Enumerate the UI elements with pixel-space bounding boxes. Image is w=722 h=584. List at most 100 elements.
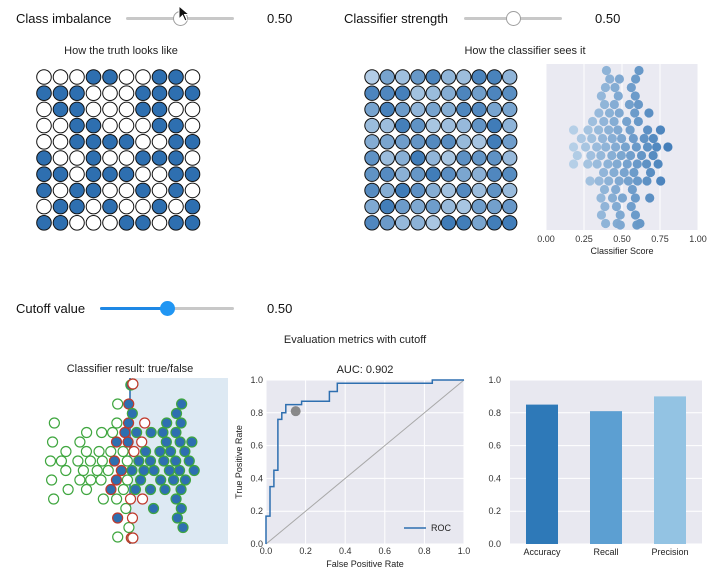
score-point bbox=[599, 99, 610, 110]
result-point bbox=[188, 464, 200, 477]
score-point bbox=[593, 125, 604, 135]
classifier-view-dot bbox=[394, 215, 411, 231]
result-point bbox=[176, 398, 188, 410]
score-point bbox=[604, 125, 614, 135]
score-point bbox=[614, 74, 625, 84]
result-point bbox=[112, 398, 124, 410]
classifier-view-dot bbox=[364, 69, 380, 85]
classifier-view-dot bbox=[364, 117, 380, 134]
truth-dot bbox=[118, 117, 135, 134]
result-point bbox=[126, 464, 138, 477]
result-point bbox=[111, 417, 123, 429]
classifier-view-dot bbox=[502, 198, 518, 215]
result-point bbox=[164, 445, 177, 458]
score-point bbox=[626, 201, 636, 212]
result-point bbox=[93, 445, 105, 458]
classifier-view-dot bbox=[471, 117, 487, 134]
roc-cutoff-point bbox=[290, 406, 301, 417]
score-point bbox=[645, 193, 655, 203]
score-point bbox=[586, 150, 596, 161]
score-point bbox=[568, 159, 579, 169]
score-point bbox=[607, 150, 617, 161]
result-point bbox=[138, 464, 150, 477]
classifier-view-dot bbox=[379, 117, 395, 134]
metrics-ytick: 1.0 bbox=[488, 375, 501, 385]
classifier-view-dot bbox=[471, 101, 487, 118]
class-imbalance-value: 0.50 bbox=[267, 11, 293, 26]
truth-dot bbox=[69, 134, 85, 150]
truth-dot bbox=[168, 215, 184, 231]
cutoff-slider-handle[interactable] bbox=[160, 301, 175, 316]
result-point bbox=[105, 445, 117, 458]
result-point bbox=[115, 464, 127, 477]
score-point bbox=[622, 159, 632, 169]
result-point bbox=[84, 455, 97, 467]
classifier-strength-slider-handle[interactable] bbox=[506, 11, 521, 26]
score-point bbox=[609, 99, 619, 110]
truth-dot bbox=[135, 215, 151, 231]
truth-dot bbox=[118, 166, 135, 182]
truth-dot bbox=[36, 166, 52, 182]
truth-dot bbox=[151, 134, 168, 150]
truth-dot bbox=[102, 101, 118, 118]
classifier-view-dot bbox=[364, 166, 380, 182]
metric-category-label: Recall bbox=[593, 547, 618, 557]
truth-dot bbox=[184, 150, 201, 166]
classifier-result-chart bbox=[44, 378, 228, 544]
metrics-ytick: 0.4 bbox=[488, 473, 501, 483]
classifier-view-dot bbox=[456, 69, 472, 85]
classifier-view-dot bbox=[425, 150, 441, 166]
roc-diagonal bbox=[265, 379, 465, 545]
truth-dot bbox=[102, 69, 118, 85]
result-point bbox=[80, 483, 93, 496]
score-point bbox=[605, 74, 615, 84]
classifier-view-dot bbox=[471, 182, 487, 199]
score-point bbox=[627, 184, 637, 195]
score-point bbox=[656, 176, 666, 186]
truth-dot bbox=[168, 101, 184, 118]
result-point bbox=[127, 378, 139, 390]
result-point bbox=[147, 502, 160, 515]
score-point bbox=[614, 108, 624, 118]
result-point bbox=[122, 436, 134, 448]
truth-dot bbox=[52, 150, 69, 166]
truth-dot bbox=[168, 134, 184, 150]
result-point bbox=[133, 455, 145, 467]
truth-dot bbox=[36, 101, 52, 118]
score-point bbox=[648, 150, 658, 161]
classifier-view-dot bbox=[364, 134, 380, 150]
score-xtick: 1.00 bbox=[689, 234, 707, 244]
classifier-view-dot bbox=[486, 215, 503, 231]
result-point bbox=[159, 483, 171, 496]
truth-dot bbox=[135, 166, 151, 182]
truth-dot bbox=[135, 198, 151, 215]
truth-dot bbox=[36, 215, 52, 231]
score-point bbox=[596, 193, 606, 203]
classifier-view-dot bbox=[410, 166, 426, 182]
classifier-view-dot bbox=[456, 85, 472, 101]
class-imbalance-label: Class imbalance bbox=[16, 11, 112, 26]
classifier-view-dot bbox=[394, 101, 411, 118]
truth-dot bbox=[36, 198, 52, 215]
classifier-view-dot bbox=[471, 134, 487, 150]
classifier-view-dot bbox=[364, 101, 380, 118]
truth-dot bbox=[118, 198, 135, 215]
result-point bbox=[80, 445, 93, 458]
classifier-view-dot bbox=[425, 69, 441, 85]
score-point bbox=[633, 116, 643, 127]
classifier-view-dot bbox=[425, 101, 441, 118]
classifier-view-dot bbox=[440, 117, 457, 134]
classifier-view-dot bbox=[379, 198, 395, 215]
truth-dot bbox=[52, 198, 69, 215]
score-point bbox=[615, 220, 625, 230]
truth-dot bbox=[52, 101, 69, 118]
truth-dot bbox=[85, 85, 102, 102]
classifier-view-dot bbox=[394, 182, 411, 199]
score-point bbox=[641, 159, 652, 169]
score-point bbox=[655, 125, 666, 135]
roc-xtick: 0.8 bbox=[418, 546, 431, 556]
score-point bbox=[639, 133, 649, 144]
result-point bbox=[161, 417, 173, 429]
result-point bbox=[144, 455, 157, 467]
result-point bbox=[134, 474, 147, 486]
